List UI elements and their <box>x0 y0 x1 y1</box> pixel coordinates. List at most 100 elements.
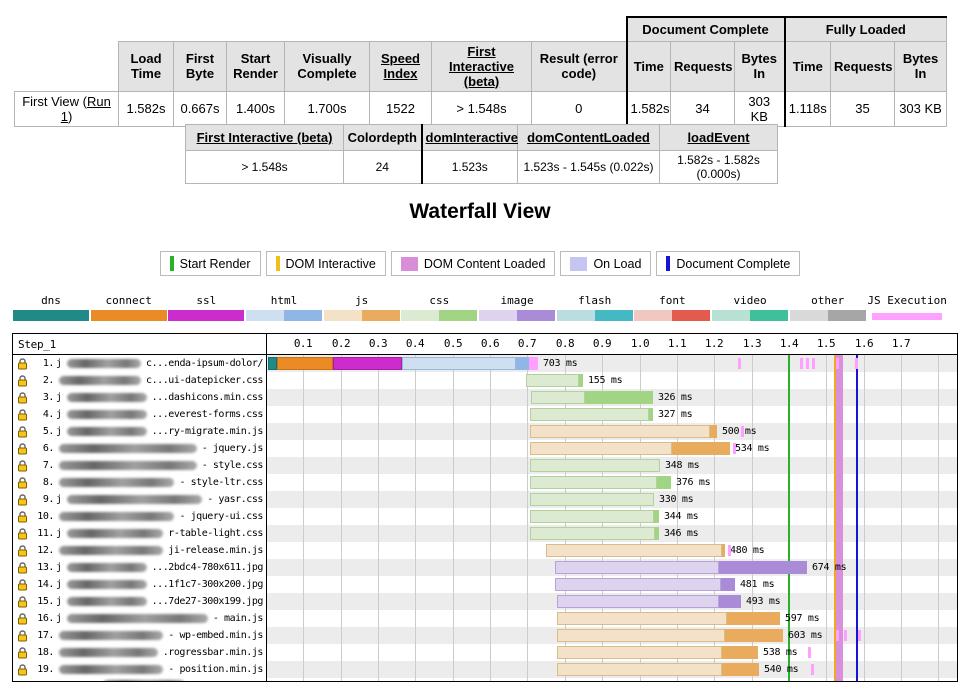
request-label[interactable]: 14. j ...1f1c7-300x200.jpg <box>13 576 266 593</box>
waterfall-row[interactable]: 10. - jquery-ui.css 344 ms <box>13 508 957 525</box>
request-label[interactable]: 10. - jquery-ui.css <box>13 508 266 525</box>
waterfall-row[interactable]: 18. .rogressbar.min.js 538 ms <box>13 644 957 661</box>
waterfall-row[interactable]: 9. j - yasr.css 330 ms <box>13 491 957 508</box>
loadevent-link[interactable]: loadEvent <box>687 130 750 145</box>
request-timing-bar[interactable] <box>557 612 727 625</box>
request-label[interactable]: 17. - wp-embed.min.js <box>13 627 266 644</box>
waterfall-row[interactable]: 19. - position.min.js 540 ms <box>13 661 957 678</box>
request-timing-bar[interactable] <box>557 646 722 659</box>
request-label[interactable] <box>13 678 266 681</box>
request-timing-bar[interactable] <box>710 425 717 438</box>
first-interactive-link[interactable]: First Interactive (beta) <box>448 43 515 89</box>
request-label[interactable]: 13. j ...2bdc4-780x611.jpg <box>13 559 266 576</box>
request-timing-bar[interactable] <box>557 663 722 676</box>
waterfall-row[interactable]: 15. j ...7de27-300x199.jpg 493 ms <box>13 593 957 610</box>
request-timing-bar[interactable] <box>530 408 649 421</box>
request-url[interactable]: ji-release.min.js <box>168 545 263 556</box>
waterfall-row[interactable]: 8. - style-ltr.css 376 ms <box>13 474 957 491</box>
request-timing-bar[interactable] <box>526 374 579 387</box>
request-timing-bar[interactable] <box>333 357 402 370</box>
request-url[interactable]: .rogressbar.min.js <box>162 647 264 658</box>
request-timing-bar[interactable] <box>719 561 807 574</box>
request-url[interactable]: - jquery.js <box>201 443 264 454</box>
request-url[interactable]: ...2bdc4-780x611.jpg <box>151 562 264 573</box>
request-timing-bar[interactable] <box>722 663 759 676</box>
waterfall-row[interactable]: 1. j c...enda-ipsum-dolor/703 ms <box>13 355 957 372</box>
first-interactive-beta-link[interactable]: First Interactive (beta) <box>196 130 333 145</box>
request-timing-bar[interactable] <box>657 476 671 489</box>
waterfall-row[interactable]: 11. j r-table-light.css 346 ms <box>13 525 957 542</box>
request-url[interactable]: ...dashicons.min.css <box>151 392 264 403</box>
request-timing-bar[interactable] <box>557 629 725 642</box>
request-timing-bar[interactable] <box>530 527 655 540</box>
request-timing-bar[interactable] <box>530 442 672 455</box>
request-label[interactable]: 19. - position.min.js <box>13 661 266 678</box>
request-label[interactable]: 4. j ...everest-forms.css <box>13 406 266 423</box>
waterfall-row[interactable]: 14. j ...1f1c7-300x200.jpg 481 ms <box>13 576 957 593</box>
request-url[interactable]: c...enda-ipsum-dolor/ <box>146 358 263 369</box>
request-timing-bar[interactable] <box>727 612 780 625</box>
request-timing-bar[interactable] <box>530 425 710 438</box>
request-url[interactable]: ...ry-migrate.min.js <box>151 426 264 437</box>
request-timing-bar[interactable] <box>277 357 333 370</box>
request-label[interactable]: 1. j c...enda-ipsum-dolor/ <box>13 355 266 372</box>
request-label[interactable]: 6. - jquery.js <box>13 440 266 457</box>
request-url[interactable]: ...1f1c7-300x200.jpg <box>151 579 264 590</box>
waterfall-row[interactable] <box>13 678 957 681</box>
request-url[interactable]: - style.css <box>201 460 264 471</box>
request-timing-bar[interactable] <box>529 357 538 370</box>
run-1-link[interactable]: Run 1 <box>60 93 111 124</box>
waterfall-row[interactable]: 5. j ...ry-migrate.min.js 500 ms <box>13 423 957 440</box>
request-label[interactable]: 2. c...ui-datepicker.css <box>13 372 266 389</box>
request-url[interactable]: - jquery-ui.css <box>179 511 263 522</box>
request-timing-bar[interactable] <box>555 561 719 574</box>
request-timing-bar[interactable] <box>649 408 653 421</box>
waterfall-row[interactable]: 16. j - main.js 597 ms <box>13 610 957 627</box>
request-timing-bar[interactable] <box>268 357 277 370</box>
request-timing-bar[interactable] <box>530 493 654 506</box>
request-timing-bar[interactable] <box>555 578 721 591</box>
request-timing-bar[interactable] <box>530 476 657 489</box>
request-url[interactable]: - yasr.css <box>207 494 263 505</box>
waterfall-row[interactable]: 6. - jquery.js 534 ms <box>13 440 957 457</box>
request-url[interactable]: - wp-embed.min.js <box>168 630 263 641</box>
request-timing-bar[interactable] <box>722 646 758 659</box>
request-timing-bar[interactable] <box>402 357 516 370</box>
request-timing-bar[interactable] <box>721 578 735 591</box>
request-timing-bar[interactable] <box>530 459 660 472</box>
request-url[interactable]: - style-ltr.css <box>179 477 263 488</box>
request-timing-bar[interactable] <box>531 391 585 404</box>
request-label[interactable]: 9. j - yasr.css <box>13 491 266 508</box>
request-label[interactable]: 18. .rogressbar.min.js <box>13 644 266 661</box>
request-label[interactable]: 12. ji-release.min.js <box>13 542 266 559</box>
request-timing-bar[interactable] <box>516 357 529 370</box>
request-timing-bar[interactable] <box>719 595 741 608</box>
waterfall-row[interactable]: 4. j ...everest-forms.css 327 ms <box>13 406 957 423</box>
request-label[interactable]: 11. j r-table-light.css <box>13 525 266 542</box>
request-timing-bar[interactable] <box>654 510 659 523</box>
request-timing-bar[interactable] <box>672 442 730 455</box>
waterfall-row[interactable]: 13. j ...2bdc4-780x611.jpg 674 ms <box>13 559 957 576</box>
request-label[interactable]: 5. j ...ry-migrate.min.js <box>13 423 266 440</box>
request-label[interactable]: 15. j ...7de27-300x199.jpg <box>13 593 266 610</box>
request-timing-bar[interactable] <box>722 544 725 557</box>
domcontentloaded-link[interactable]: domContentLoaded <box>527 130 650 145</box>
request-timing-bar[interactable] <box>579 374 583 387</box>
request-timing-bar[interactable] <box>725 629 783 642</box>
request-timing-bar[interactable] <box>655 527 659 540</box>
request-url[interactable]: - position.min.js <box>168 664 263 675</box>
request-label[interactable]: 7. - style.css <box>13 457 266 474</box>
waterfall-row[interactable]: 2. c...ui-datepicker.css 155 ms <box>13 372 957 389</box>
waterfall-row[interactable]: 7. - style.css 348 ms <box>13 457 957 474</box>
request-timing-bar[interactable] <box>557 595 719 608</box>
request-label[interactable]: 16. j - main.js <box>13 610 266 627</box>
speed-index-link[interactable]: Speed Index <box>380 51 420 81</box>
waterfall-row[interactable]: 12. ji-release.min.js 480 ms <box>13 542 957 559</box>
request-label[interactable]: 3. j ...dashicons.min.css <box>13 389 266 406</box>
dominteractive-link[interactable]: domInteractive <box>425 130 518 145</box>
request-url[interactable]: r-table-light.css <box>168 528 263 539</box>
waterfall-row[interactable]: 3. j ...dashicons.min.css 326 ms <box>13 389 957 406</box>
request-timing-bar[interactable] <box>585 391 653 404</box>
request-timing-bar[interactable] <box>530 510 654 523</box>
request-url[interactable]: - main.js <box>212 613 264 624</box>
